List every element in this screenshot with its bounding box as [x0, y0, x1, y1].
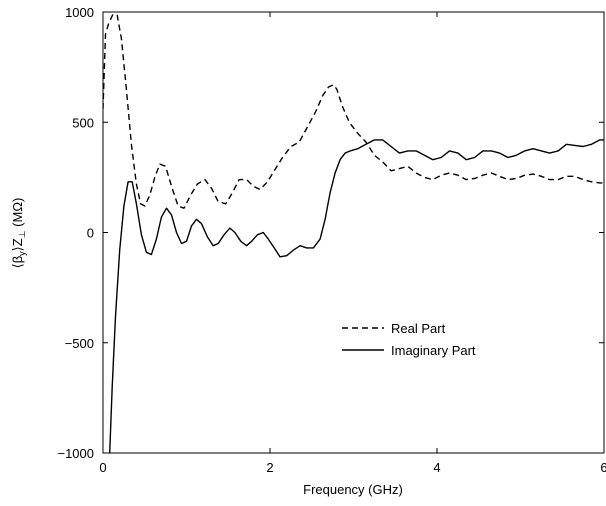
- legend-label-real-part: Real Part: [391, 321, 446, 336]
- y-axis-title-part-a: ⟨β: [10, 256, 25, 269]
- y-tick-label: 0: [87, 226, 94, 241]
- y-tick-label: 1000: [65, 5, 94, 20]
- y-tick-label: −500: [65, 336, 94, 351]
- x-tick-label: 2: [266, 460, 273, 475]
- axis-tick-labels: 0 2 4 6 −1000 −500 0 500 1000: [57, 5, 606, 475]
- x-tick-label: 0: [99, 460, 106, 475]
- y-tick-label: 500: [72, 115, 94, 130]
- series-layer: [103, 13, 604, 453]
- y-axis-title-unit: (MΩ): [10, 198, 25, 231]
- y-axis-title-part-c: ⟩Z: [10, 238, 25, 251]
- x-axis-title: Frequency (GHz): [303, 482, 403, 497]
- series-line-imaginary-part: [109, 139, 604, 453]
- y-axis-title: ⟨βy⟩Z⊥ (MΩ): [10, 198, 27, 269]
- series-line-real-part: [103, 13, 604, 209]
- x-tick-label: 4: [433, 460, 440, 475]
- x-tick-label: 6: [600, 460, 606, 475]
- y-axis-title-sub-y: y: [17, 251, 27, 256]
- legend-label-imaginary-part: Imaginary Part: [391, 343, 476, 358]
- legend: Real Part Imaginary Part: [342, 321, 476, 358]
- y-axis-title-sub-perp: ⊥: [17, 230, 27, 238]
- y-tick-label: −1000: [57, 446, 94, 461]
- axis-ticks: [102, 11, 605, 454]
